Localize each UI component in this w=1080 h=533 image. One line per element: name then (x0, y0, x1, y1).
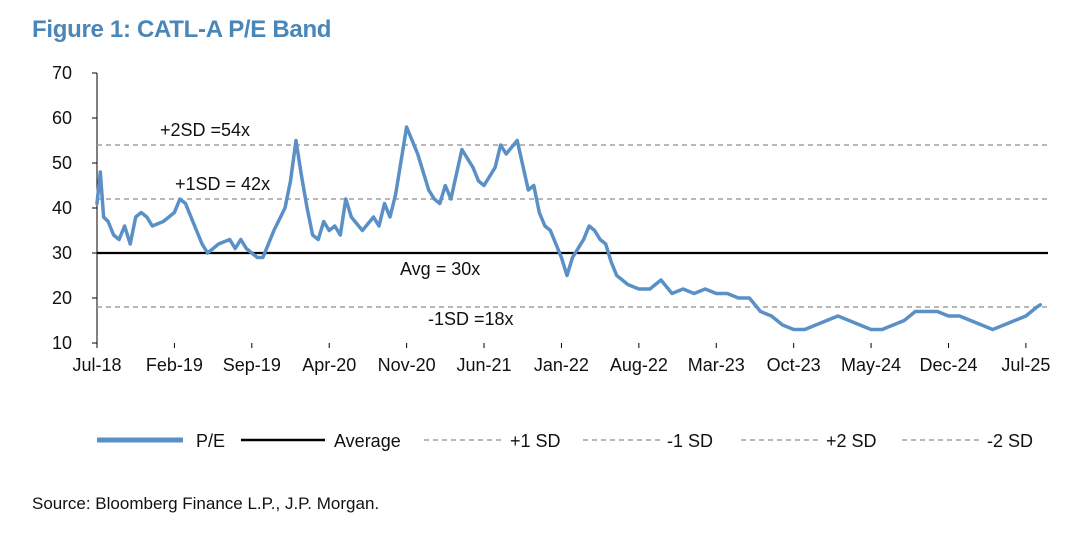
figure-title: Figure 1: CATL-A P/E Band (32, 16, 332, 43)
source-note: Source: Bloomberg Finance L.P., J.P. Mor… (32, 494, 380, 513)
legend-label: -2 SD (987, 431, 1033, 451)
y-tick-label: 40 (52, 198, 72, 218)
y-tick-label: 70 (52, 63, 72, 83)
x-tick-label: Feb-19 (146, 355, 203, 375)
x-tick-label: Jan-22 (534, 355, 589, 375)
annotation-1-sd: +1SD = 42x (175, 174, 270, 194)
annotation-1-sd: -1SD =18x (428, 309, 514, 329)
annotation-2-sd: +2SD =54x (160, 120, 250, 140)
y-tick-label: 10 (52, 333, 72, 353)
legend: P/E Average +1 SD -1 SD +2 SD -2 SD (97, 431, 1033, 451)
axes: 10 20 30 40 50 60 70 Jul-18 Feb-19 Sep-19 Apr-20 No… (52, 63, 1050, 375)
x-tick-label: Sep-19 (223, 355, 281, 375)
legend-label: +1 SD (510, 431, 561, 451)
y-tick-label: 60 (52, 108, 72, 128)
annotations: Avg = 30x +1SD = 42x -1SD =18x +2SD =54x (160, 120, 514, 329)
x-tick-label: Mar-23 (688, 355, 745, 375)
y-tick-label: 50 (52, 153, 72, 173)
y-tick-label: 20 (52, 288, 72, 308)
x-tick-label: May-24 (841, 355, 901, 375)
x-tick-label: Jul-18 (72, 355, 121, 375)
y-tick-label: 30 (52, 243, 72, 263)
x-tick-label: Nov-20 (378, 355, 436, 375)
x-tick-label: Aug-22 (610, 355, 668, 375)
x-tick-label: Oct-23 (767, 355, 821, 375)
pe-series-line (95, 125, 1043, 332)
legend-label: P/E (196, 431, 225, 451)
x-tick-label: Apr-20 (302, 355, 356, 375)
x-tick-label: Dec-24 (919, 355, 977, 375)
series (95, 125, 1043, 332)
x-tick-label: Jun-21 (457, 355, 512, 375)
legend-label: +2 SD (826, 431, 877, 451)
annotation-average: Avg = 30x (400, 259, 480, 279)
legend-label: -1 SD (667, 431, 713, 451)
reference-lines (97, 144, 1048, 308)
legend-label: Average (334, 431, 401, 451)
x-tick-label: Jul-25 (1001, 355, 1050, 375)
